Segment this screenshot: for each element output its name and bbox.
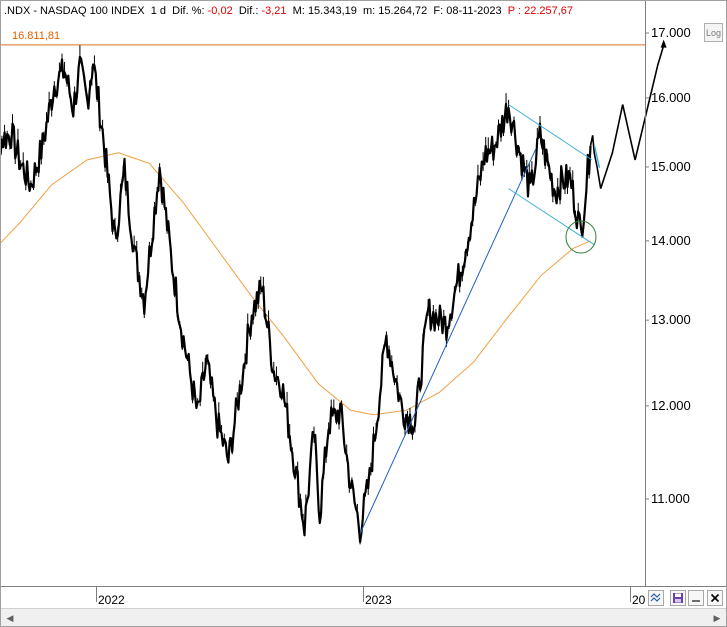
y-axis-line	[645, 1, 646, 586]
x-tick	[630, 586, 631, 602]
quote-header: .NDX - NASDAQ 100 INDEX 1 d Dif. %: -0,0…	[4, 3, 573, 19]
projection-line	[589, 45, 665, 189]
price-line	[1, 55, 592, 544]
scroll-right-icon[interactable]: ▶	[713, 613, 721, 623]
interval: 1 d	[150, 5, 167, 17]
pullback-arrow	[593, 145, 601, 168]
horizontal-scrollbar[interactable]: ◀ ▶	[1, 608, 726, 626]
y-tick-label: 14.000	[651, 232, 691, 248]
p-value: 22.257,67	[524, 5, 574, 17]
x-tick	[363, 586, 364, 602]
date-value: 08-11-2023	[446, 5, 502, 17]
p-label: P :	[507, 5, 522, 17]
x-tick-label: 2023	[365, 593, 392, 607]
max-value: 15.343,19	[307, 5, 357, 17]
horizontal-level-label: 16.811,81	[12, 29, 61, 42]
dif-pct-value: -0,02	[207, 5, 233, 17]
x-tick-label: 20	[632, 593, 646, 607]
moving-average-line	[1, 152, 591, 416]
dif-value: -3,21	[261, 5, 287, 17]
x-tick	[96, 586, 97, 602]
close-icon[interactable]	[707, 590, 723, 606]
save-icon[interactable]	[670, 590, 686, 606]
dif-label: Dif.:	[238, 5, 259, 17]
date-label: F:	[433, 5, 444, 17]
channel-lower-line	[508, 188, 595, 246]
uptrend-line	[359, 149, 537, 534]
price-chart[interactable]	[1, 1, 726, 586]
y-tick-label: 15.000	[651, 158, 691, 174]
projection-arrow-icon	[660, 39, 667, 48]
symbol-name: .NDX - NASDAQ 100 INDEX	[4, 5, 145, 17]
y-tick-label: 16.000	[651, 89, 691, 105]
scroll-left-icon[interactable]: ◀	[6, 613, 14, 623]
min-label: m:	[363, 5, 376, 17]
max-label: M:	[292, 5, 305, 17]
minimize-icon[interactable]	[688, 590, 704, 606]
y-tick-label: 17.000	[651, 25, 691, 40]
y-tick-label: 11.000	[651, 491, 690, 506]
dif-pct-label: Dif. %:	[172, 5, 205, 17]
channel-upper-line	[508, 104, 593, 161]
y-tick-label: 13.000	[651, 312, 691, 328]
plot-area[interactable]	[1, 1, 726, 591]
zigzag-icon[interactable]	[648, 590, 664, 606]
y-tick-label: 12.000	[651, 397, 691, 413]
support-circle	[565, 220, 597, 254]
min-value: 15.264,72	[378, 5, 428, 17]
log-scale-button[interactable]: Log	[704, 23, 723, 42]
x-tick-label: 2022	[98, 593, 125, 607]
